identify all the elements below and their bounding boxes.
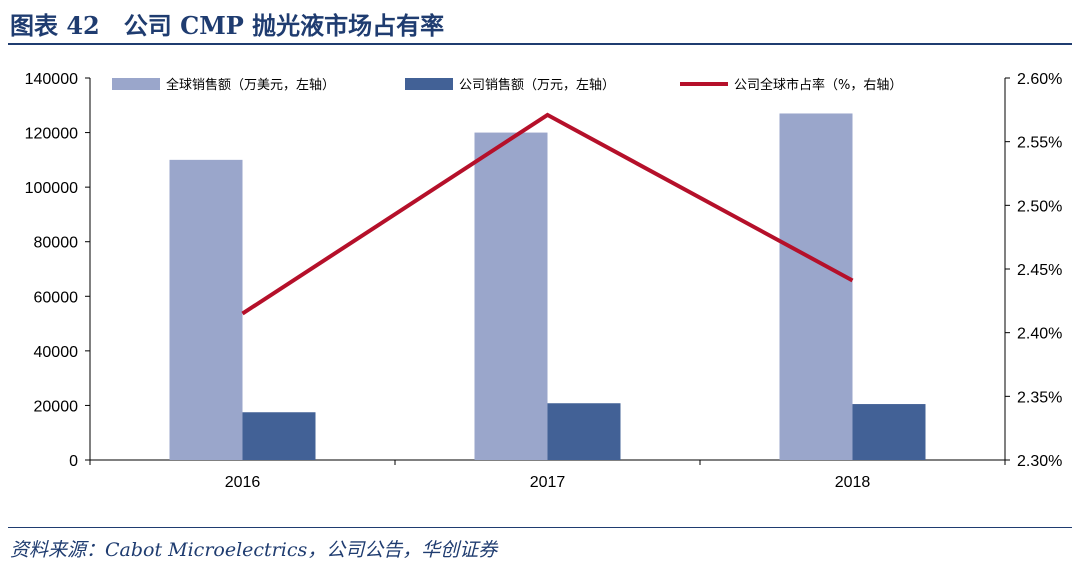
bar-0-2018 [779,113,853,460]
left-axis-tick-label: 60000 [34,289,79,306]
legend-swatch-0 [112,78,160,90]
left-axis-tick-label: 0 [69,453,78,470]
bar-1-2018 [852,404,926,460]
x-axis-tick-label: 2016 [225,474,261,491]
legend-swatch-1 [405,78,453,90]
left-axis-tick-label: 40000 [34,344,79,361]
figure-title: 图表 42 公司 CMP 抛光液市场占有率 [10,11,445,40]
x-axis-tick-label: 2018 [835,474,871,491]
chart: 0 20000 40000 60000 80000 100000 120000 140000 2… [25,71,1063,491]
right-axis-tick-label: 2.55% [1017,135,1062,152]
x-axis-tick-label: 2017 [530,474,566,491]
left-axis-tick-label: 20000 [34,398,79,415]
bar-1-2017 [547,403,621,460]
share-line [241,112,854,316]
source-rule [8,527,1072,528]
right-axis-tick-label: 2.50% [1017,198,1062,215]
right-axis-tick-label: 2.45% [1017,262,1062,279]
title-rule [8,43,1072,45]
right-axis-tick-label: 2.40% [1017,326,1062,343]
left-axis-tick-label: 120000 [25,126,78,143]
bar-1-2016 [242,412,316,460]
right-axis-tick-label: 2.60% [1017,71,1062,88]
bar-0-2017 [474,132,548,461]
right-axis-tick-label: 2.30% [1017,453,1062,470]
left-axis-tick-label: 100000 [25,180,78,197]
legend-label-2: 公司全球市占率（%，右轴） [734,77,902,93]
legend-label-0: 全球销售额（万美元，左轴） [166,77,335,93]
legend-label-1: 公司销售额（万元，左轴） [459,77,615,93]
left-axis-tick-label: 80000 [34,235,79,252]
right-axis-tick-label: 2.35% [1017,389,1062,406]
bar-0-2016 [169,159,243,460]
left-axis-tick-label: 140000 [25,71,78,88]
source-note: 资料来源：Cabot Microelectrics，公司公告，华创证券 [10,539,498,561]
